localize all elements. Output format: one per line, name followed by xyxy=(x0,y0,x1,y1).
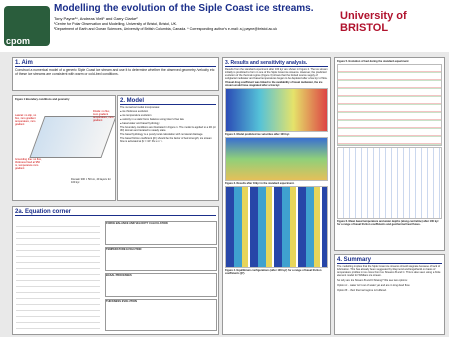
authors: Tony Payne¹*, Andreas Vieli¹ and Garry C… xyxy=(54,16,138,21)
caption: Figure 2. Model predicted ice velocities… xyxy=(225,133,290,136)
text: Option B: - their thermal regime is buff… xyxy=(337,289,387,292)
equation-box: TEMPERATURE EVOLUTION xyxy=(105,247,217,271)
figure-1: Figure 1 Boundary conditions and geometr… xyxy=(12,95,116,201)
logo-left-bg xyxy=(4,6,50,46)
heading: 2. Model xyxy=(120,98,216,105)
heading: 1. Aim xyxy=(15,60,216,67)
text: The modelling implies that the Siple Coa… xyxy=(337,265,441,277)
text: Option A: - water isn't out of water yet… xyxy=(337,284,411,287)
label: Lateral: no slip, no flux, zero gradient… xyxy=(15,114,37,126)
text: If basal drag coefficient was linked to … xyxy=(225,81,323,87)
figure-6 xyxy=(337,147,442,219)
equation-box: FORCE BALANCE AND VELOCITY CALCULATION xyxy=(105,221,217,245)
equations xyxy=(16,221,100,331)
affiliation: ²Department of Earth and Ocean Sciences,… xyxy=(54,27,278,31)
caption: Figure 1 Boundary conditions and geometr… xyxy=(15,98,70,101)
model-item: The numerical model incorporates: xyxy=(120,106,160,109)
model-item: ● ice thickness evolution xyxy=(120,110,149,113)
label: Grounding line: no flux, thickness fixed… xyxy=(15,158,42,170)
summary-section: 4. Summary The modelling implies that th… xyxy=(334,254,445,335)
equation-box: BASAL PROCESSES xyxy=(105,273,217,297)
figure-4 xyxy=(225,186,328,268)
model-item: ● velocity in a static force balance usi… xyxy=(120,118,184,121)
model-item: ● ice temperature evolution xyxy=(120,114,152,117)
caption: Figure 4. Equilibrium configurations (af… xyxy=(225,269,322,275)
model-item: The basal hydrology is a purely local ca… xyxy=(120,133,204,136)
header: cpom Modelling the evolution of the Sipl… xyxy=(0,0,449,52)
figure-3 xyxy=(225,137,328,181)
title: Modelling the evolution of the Siple Coa… xyxy=(54,3,314,14)
label: Divide: no flux, zero gradient temperatu… xyxy=(93,110,114,122)
aim-section: 1. Aim Construct a numerical model of a … xyxy=(12,57,219,91)
text: Construct a numerical model of a generic… xyxy=(15,68,215,76)
figure-2 xyxy=(225,88,328,132)
heading: 2a. Equation corner xyxy=(15,209,216,216)
model-item: ● basal water and basal hydrology xyxy=(120,122,160,125)
label: Domain 300 × 50 km, 40 layers for 100 ky… xyxy=(71,178,111,184)
logo-right: University of BRISTOL xyxy=(340,10,407,34)
caption: Figure 6. Mean basal temperature and wat… xyxy=(337,220,439,226)
figure-5 xyxy=(337,64,442,146)
heading: 3. Results and sensitivity analysis. xyxy=(225,60,328,67)
model-section: 2. Model The numerical model incorporate… xyxy=(117,95,219,201)
text: So why are Ice Stream B and D flowing? W… xyxy=(337,279,408,282)
results-section: 3. Results and sensitivity analysis. Res… xyxy=(222,57,331,335)
model-item: The boundary conditions are illustrated … xyxy=(120,126,216,132)
figures-column: Figure 5. Evolution of bed during the st… xyxy=(334,57,445,251)
equation-box: THICKNESS EVOLUTION xyxy=(105,299,217,331)
text: Results from the standard experiment aft… xyxy=(225,68,328,80)
heading: 4. Summary xyxy=(337,257,442,264)
logo-left: cpom xyxy=(6,36,31,46)
equation-section: 2a. Equation corner FORCE BALANCE AND VE… xyxy=(12,206,219,335)
caption: Figure 3. Results after 10kyr in the sta… xyxy=(225,182,295,185)
affiliation: ¹Centre for Polar Observation and Modell… xyxy=(54,22,178,26)
caption: Figure 5. Evolution of bed during the st… xyxy=(337,60,409,63)
domain-diagram xyxy=(29,116,115,158)
model-item: The basal friction coefficient (β²) shou… xyxy=(120,137,212,143)
